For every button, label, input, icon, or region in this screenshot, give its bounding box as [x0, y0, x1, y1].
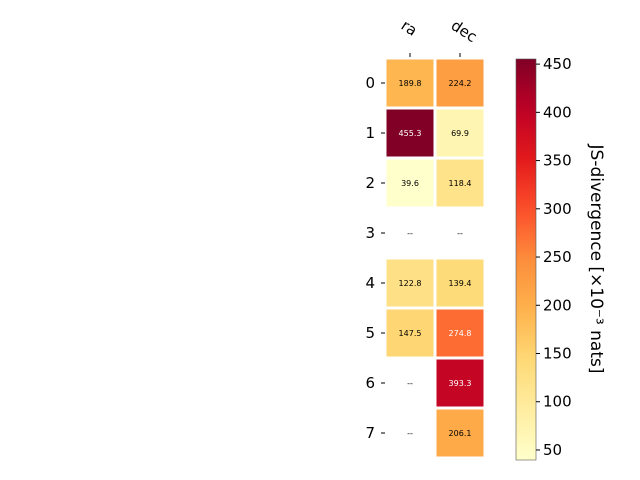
heatmap-cells: 189.8 224.2 455.3 69.9 39.6 118.4 -- -- 122.8 139… — [386, 59, 484, 457]
cell-value-label: 69.9 — [451, 129, 469, 138]
cell-value-label: 189.8 — [399, 79, 422, 88]
cell-value-label: -- — [407, 429, 413, 438]
row-label: 6 — [365, 374, 375, 392]
row-label: 5 — [365, 324, 375, 342]
cell-value-label: 147.5 — [399, 329, 422, 338]
colorbar-ticks: 50 100 150 200 250 300 350 400 450 — [536, 55, 572, 459]
heatmap-cell — [436, 259, 484, 307]
heatmap-cell — [386, 159, 434, 207]
row-label: 3 — [365, 224, 375, 242]
cell-value-label: -- — [407, 379, 413, 388]
heatmap-cell — [436, 359, 484, 407]
heatmap-cell — [386, 309, 434, 357]
row-label: 1 — [365, 124, 375, 142]
row-label: 2 — [365, 174, 375, 192]
heatmap-cell — [386, 259, 434, 307]
cell-value-label: 118.4 — [449, 179, 472, 188]
heatmap-cell — [386, 109, 434, 157]
cell-value-label: 39.6 — [401, 179, 419, 188]
colorbar-tick-label: 350 — [543, 152, 572, 170]
heatmap-cell — [436, 409, 484, 457]
colorbar-tick-label: 450 — [543, 55, 572, 73]
row-label: 4 — [365, 274, 375, 292]
column-label: dec — [448, 16, 480, 46]
heatmap-cell — [436, 59, 484, 107]
heatmap-cell — [386, 59, 434, 107]
cell-value-label: 122.8 — [399, 279, 422, 288]
heatmap-cell — [436, 309, 484, 357]
colorbar-tick-label: 100 — [543, 393, 572, 411]
colorbar-tick-label: 250 — [543, 248, 572, 266]
row-label: 0 — [365, 74, 375, 92]
cell-value-label: -- — [457, 229, 463, 238]
column-labels: ra dec — [398, 16, 480, 57]
cell-value-label: 139.4 — [449, 279, 472, 288]
column-label: ra — [398, 16, 421, 39]
colorbar — [515, 58, 537, 461]
cell-value-label: 206.1 — [449, 429, 472, 438]
colorbar-title: JS-divergence [×10⁻³ nats] — [586, 144, 606, 374]
heatmap-cell — [436, 109, 484, 157]
row-label: 7 — [365, 424, 375, 442]
cell-value-label: 393.3 — [449, 379, 472, 388]
cell-value-label: 455.3 — [399, 129, 422, 138]
colorbar-tick-label: 150 — [543, 345, 572, 363]
cell-value-label: 274.8 — [449, 329, 472, 338]
cell-value-label: 224.2 — [449, 79, 472, 88]
colorbar-tick-label: 400 — [543, 103, 572, 121]
colorbar-tick-label: 300 — [543, 200, 572, 218]
colorbar-tick-label: 50 — [543, 441, 562, 459]
colorbar-tick-label: 200 — [543, 296, 572, 314]
row-labels: 0 1 2 3 4 5 6 7 — [365, 74, 385, 442]
cell-value-label: -- — [407, 229, 413, 238]
heatmap-cell — [436, 159, 484, 207]
